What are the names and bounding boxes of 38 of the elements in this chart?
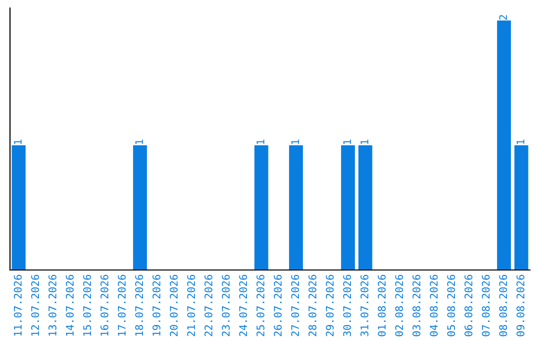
- x-tick-label: 27.07.2026: [291, 274, 300, 336]
- x-tick-label: 29.07.2026: [326, 274, 334, 336]
- data-label: 1: [343, 140, 351, 144]
- data-label: 1: [14, 140, 22, 144]
- x-tick-label: 03.08.2026: [412, 274, 420, 336]
- data-label: 1: [291, 140, 299, 144]
- x-tick-label: 07.08.2026: [482, 274, 490, 336]
- x-tick-label: 05.08.2026: [447, 274, 456, 336]
- x-tick-label: 19.07.2026: [152, 274, 160, 336]
- x-tick-label: 18.07.2026: [135, 274, 144, 336]
- x-tick-label: 23.07.2026: [222, 274, 230, 336]
- x-tick-label: 11.07.2026: [14, 274, 22, 336]
- x-tick-label: 26.07.2026: [274, 274, 282, 336]
- x-tick-label: 17.07.2026: [118, 274, 126, 336]
- x-tick-label: 31.07.2026: [360, 274, 368, 336]
- x-tick-label: 24.07.2026: [239, 274, 248, 336]
- x-tick-label: 16.07.2026: [100, 274, 108, 336]
- x-tick-label: 08.08.2026: [499, 274, 508, 336]
- x-tick-label: 06.08.2026: [464, 274, 472, 336]
- data-label: 1: [516, 140, 524, 144]
- data-label: 1: [360, 140, 368, 144]
- x-tick-label: 14.07.2026: [66, 274, 74, 336]
- x-tick-label: 12.07.2026: [31, 274, 40, 336]
- x-tick-label: 20.07.2026: [170, 274, 178, 336]
- x-tick-label: 09.08.2026: [516, 274, 524, 336]
- x-tick-label: 01.08.2026: [378, 274, 386, 336]
- x-tick-label: 13.07.2026: [48, 274, 56, 336]
- x-tick-label: 15.07.2026: [83, 274, 92, 336]
- x-tick-label: 22.07.2026: [204, 274, 212, 336]
- x-tick-label: 21.07.2026: [187, 274, 196, 336]
- x-tick-label: 02.08.2026: [395, 274, 404, 336]
- data-label: 2: [499, 15, 507, 20]
- data-label: 1: [256, 140, 264, 144]
- data-label: 1: [135, 140, 143, 144]
- x-tick-label: 28.07.2026: [308, 274, 316, 336]
- x-tick-label: 25.07.2026: [256, 274, 264, 336]
- x-tick-label: 30.07.2026: [343, 274, 352, 336]
- x-tick-label: 04.08.2026: [430, 274, 438, 336]
